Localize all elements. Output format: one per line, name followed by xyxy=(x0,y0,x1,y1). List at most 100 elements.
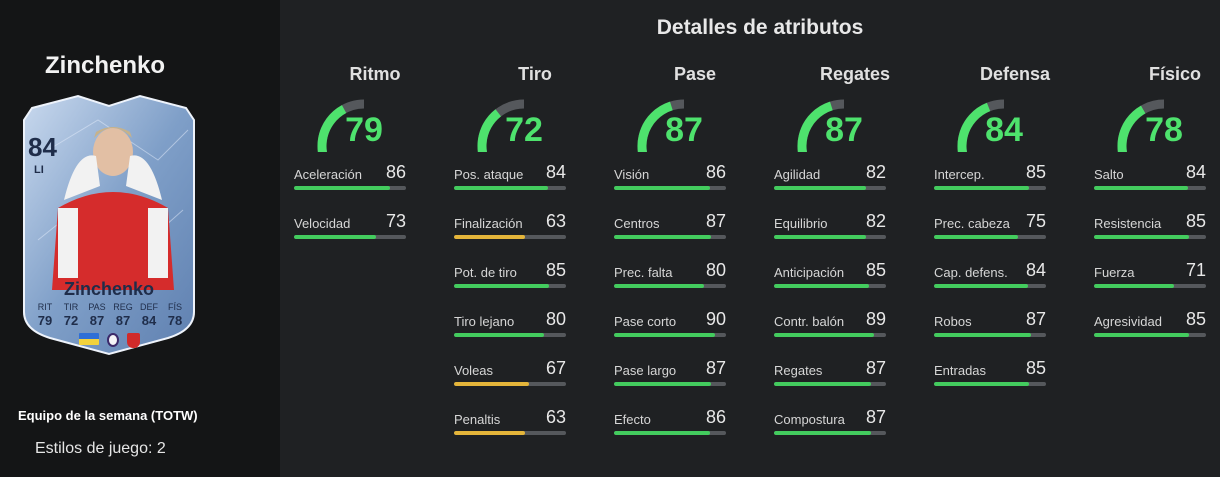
category-5: Físico 78 Salto 84 Resistencia 85 Fuerza 71 Agre… xyxy=(1080,64,1220,352)
attribute-value: 87 xyxy=(865,358,886,378)
attribute-row: Voleas 67 xyxy=(454,352,566,401)
attribute-bar xyxy=(934,186,1046,190)
attribute-row: Pot. de tiro 85 xyxy=(454,254,566,303)
card-stat-reg: REG 87 xyxy=(110,302,136,328)
category-3: Regates 87 Agilidad 82 Equilibrio 82 Anticipac… xyxy=(760,64,920,450)
attribute-name: Entradas xyxy=(934,363,987,378)
category-0: Ritmo 79 Aceleración 86 Velocidad 73 xyxy=(280,64,440,254)
card-stat-pas: PAS 87 xyxy=(84,302,110,328)
attribute-bar-fill xyxy=(614,284,704,288)
card-stat-fis: FÍS 78 xyxy=(162,302,188,328)
attribute-bar xyxy=(1094,235,1206,239)
attribute-bar xyxy=(614,186,726,190)
gauge-fill xyxy=(957,102,991,152)
card-stat-rit: RIT 79 xyxy=(32,302,58,328)
attribute-value: 86 xyxy=(705,162,726,182)
attribute-value: 85 xyxy=(1185,211,1206,231)
attribute-bar-fill xyxy=(934,235,1018,239)
attribute-value: 85 xyxy=(865,260,886,280)
category-value: 87 xyxy=(825,111,863,149)
attribute-bar-fill xyxy=(774,431,872,435)
attribute-name: Velocidad xyxy=(294,216,351,231)
gauge-fill xyxy=(317,105,347,152)
player-name: Zinchenko xyxy=(44,52,165,79)
attribute-list: Visión 86 Centros 87 Prec. falta 80 Pase corto… xyxy=(614,156,760,450)
category-title: Físico xyxy=(1148,64,1201,84)
attribute-bar xyxy=(614,333,726,337)
attribute-name: Equilibrio xyxy=(774,216,828,231)
attribute-bar-fill xyxy=(614,235,712,239)
category-gauge: 84 xyxy=(954,94,1054,152)
card-stat-label: PAS xyxy=(88,302,106,312)
attribute-bar-fill xyxy=(614,431,711,435)
attribute-bar-fill xyxy=(294,186,391,190)
attribute-bar-fill xyxy=(614,382,712,386)
attribute-bar-fill xyxy=(454,382,530,386)
card-rating: 84 xyxy=(28,132,57,162)
attribute-bar xyxy=(934,235,1046,239)
category-2: Pase 87 Visión 86 Centros 87 Prec. falta 80 Pase… xyxy=(600,64,760,450)
gauge-ring-icon xyxy=(797,99,845,152)
attribute-bar-fill xyxy=(454,186,549,190)
attribute-value: 85 xyxy=(1185,309,1206,329)
attribute-row: Centros 87 xyxy=(614,205,726,254)
attribute-bar-fill xyxy=(774,186,866,190)
category-value: 78 xyxy=(1145,111,1183,149)
category-4: Defensa 84 Intercep. 85 Prec. cabeza 75 Cap. d… xyxy=(920,64,1080,401)
attribute-name: Voleas xyxy=(454,363,494,378)
attribute-row: Finalización 63 xyxy=(454,205,566,254)
attribute-row: Prec. cabeza 75 xyxy=(934,205,1046,254)
attribute-value: 85 xyxy=(1025,162,1046,182)
premier-league-icon xyxy=(106,333,119,347)
attribute-bar xyxy=(1094,284,1206,288)
attribute-name: Cap. defens. xyxy=(934,265,1008,280)
attribute-value: 82 xyxy=(865,162,886,182)
card-stat-label: RIT xyxy=(37,302,53,312)
attribute-bar xyxy=(774,431,886,435)
attribute-bar-fill xyxy=(934,382,1030,386)
attribute-row: Salto 84 xyxy=(1094,156,1206,205)
attribute-bar-fill xyxy=(294,235,376,239)
attribute-bar xyxy=(774,284,886,288)
playstyles-count[interactable]: Estilos de juego: 2 xyxy=(35,440,166,457)
card-stat-label: FÍS xyxy=(167,302,182,312)
attribute-name: Pase corto xyxy=(614,314,677,329)
category-title: Pase xyxy=(673,64,717,84)
attribute-name: Regates xyxy=(774,363,823,378)
card-stat-value: 87 xyxy=(115,313,131,328)
attribute-list: Agilidad 82 Equilibrio 82 Anticipación 85 Cont… xyxy=(774,156,920,450)
attribute-value: 67 xyxy=(545,358,566,378)
attribute-bar-fill xyxy=(774,382,872,386)
attribute-bar xyxy=(454,431,566,435)
attribute-bar-fill xyxy=(1094,333,1190,337)
attribute-name: Finalización xyxy=(454,216,523,231)
attribute-row: Velocidad 73 xyxy=(294,205,406,254)
attribute-bar xyxy=(1094,186,1206,190)
attribute-value: 84 xyxy=(545,162,566,182)
attribute-bar-fill xyxy=(454,235,525,239)
attribute-bar xyxy=(454,382,566,386)
attribute-name: Salto xyxy=(1094,167,1124,182)
attribute-value: 87 xyxy=(865,407,886,427)
gauge-fill xyxy=(797,101,833,152)
attribute-row: Visión 86 xyxy=(614,156,726,205)
attribute-value: 80 xyxy=(705,260,726,280)
category-value: 84 xyxy=(985,111,1023,149)
attribute-bar xyxy=(1094,333,1206,337)
gauge-fill xyxy=(477,109,502,152)
category-gauge: 79 xyxy=(314,94,414,152)
attribute-bar xyxy=(454,235,566,239)
attribute-name: Penaltis xyxy=(454,412,501,427)
attribute-bar-fill xyxy=(1094,186,1189,190)
attribute-value: 87 xyxy=(705,211,726,231)
player-card[interactable]: 84 LI Zinchenko RIT 79 TIR 72 PAS 87 REG 87 … xyxy=(18,90,200,358)
category-1: Tiro 72 Pos. ataque 84 Finalización 63 Pot. de… xyxy=(440,64,600,450)
attribute-value: 87 xyxy=(705,358,726,378)
attribute-row: Efecto 86 xyxy=(614,401,726,450)
attribute-bar xyxy=(614,382,726,386)
attribute-bar xyxy=(614,235,726,239)
attribute-row: Penaltis 63 xyxy=(454,401,566,450)
card-stat-value: 87 xyxy=(89,313,105,328)
category-value: 87 xyxy=(665,111,703,149)
attribute-bar-fill xyxy=(1094,235,1190,239)
